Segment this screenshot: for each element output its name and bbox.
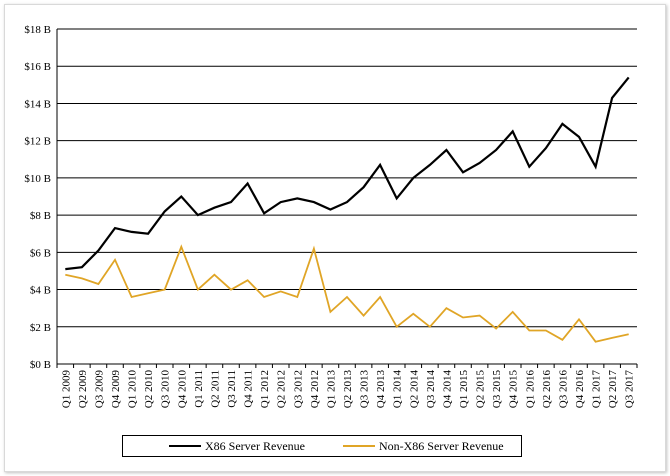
x-tick-label: Q1 2013 [325, 370, 337, 409]
x-tick-label: Q1 2010 [127, 370, 139, 409]
legend-swatch-non-x86 [342, 445, 375, 447]
y-tick-label: $14 B [24, 98, 51, 110]
x-tick-label: Q2 2013 [342, 370, 354, 409]
x-tick-label: Q4 2010 [176, 370, 188, 409]
x-tick-label: Q3 2011 [226, 370, 238, 408]
x-tick-label: Q3 2010 [160, 370, 172, 409]
x-tick-label: Q1 2012 [259, 370, 271, 408]
x-tick-label: Q1 2017 [591, 370, 603, 409]
series-line-x86 [65, 76, 630, 271]
chart-frame [4, 4, 666, 472]
x-tick-label: Q3 2012 [292, 370, 304, 408]
legend: X86 Server Revenue Non-X86 Server Revenu… [122, 435, 522, 457]
x-tick-label: Q2 2014 [408, 370, 420, 409]
y-tick-label: $16 B [24, 61, 51, 73]
x-tick-label: Q4 2016 [574, 370, 586, 409]
y-tick-label: $4 B [30, 285, 51, 297]
x-tick-label: Q4 2013 [375, 370, 387, 409]
x-tick-label: Q4 2012 [309, 370, 321, 408]
x-tick-label: Q3 2017 [624, 370, 636, 409]
x-tick-label: Q3 2015 [491, 370, 503, 409]
x-tick-label: Q1 2016 [524, 370, 536, 409]
x-tick-label: Q2 2010 [143, 370, 155, 409]
x-tick-label: Q4 2009 [110, 370, 122, 409]
x-tick-label: Q3 2013 [359, 370, 371, 409]
x-tick-label: Q1 2011 [193, 370, 205, 408]
x-tick-label: Q2 2012 [276, 370, 288, 408]
y-tick-label: $18 B [24, 24, 51, 36]
x-tick-label: Q1 2014 [392, 370, 404, 409]
x-tick-label: Q3 2016 [557, 370, 569, 409]
y-tick-label: $0 B [30, 359, 51, 371]
x-tick-label: Q2 2015 [475, 370, 487, 409]
x-tick-label: Q4 2015 [508, 370, 520, 409]
y-tick-label: $2 B [30, 322, 51, 334]
x-tick-label: Q2 2009 [77, 370, 89, 409]
legend-item-non-x86: Non-X86 Server Revenue [342, 438, 504, 454]
x-tick-label: Q2 2016 [541, 370, 553, 409]
x-tick-label: Q1 2009 [60, 370, 72, 409]
x-tick-label: Q3 2014 [425, 370, 437, 409]
x-tick-label: Q1 2015 [458, 370, 470, 409]
legend-swatch-x86 [169, 445, 201, 447]
series-line-non-x86 [65, 244, 629, 343]
y-tick-label: $10 B [24, 173, 51, 185]
x-tick-label: Q4 2014 [441, 370, 453, 409]
legend-label-non-x86: Non-X86 Server Revenue [378, 438, 504, 453]
x-tick-label: Q3 2009 [93, 370, 105, 409]
legend-label-x86: X86 Server Revenue [205, 438, 305, 453]
x-tick-label: Q2 2011 [209, 370, 221, 408]
y-tick-label: $6 B [30, 247, 51, 259]
y-tick-label: $12 B [24, 136, 51, 148]
y-tick-label: $8 B [30, 210, 51, 222]
x-tick-label: Q4 2011 [243, 370, 255, 408]
x-tick-label: Q2 2017 [607, 370, 619, 409]
legend-item-x86: X86 Server Revenue [169, 439, 305, 454]
